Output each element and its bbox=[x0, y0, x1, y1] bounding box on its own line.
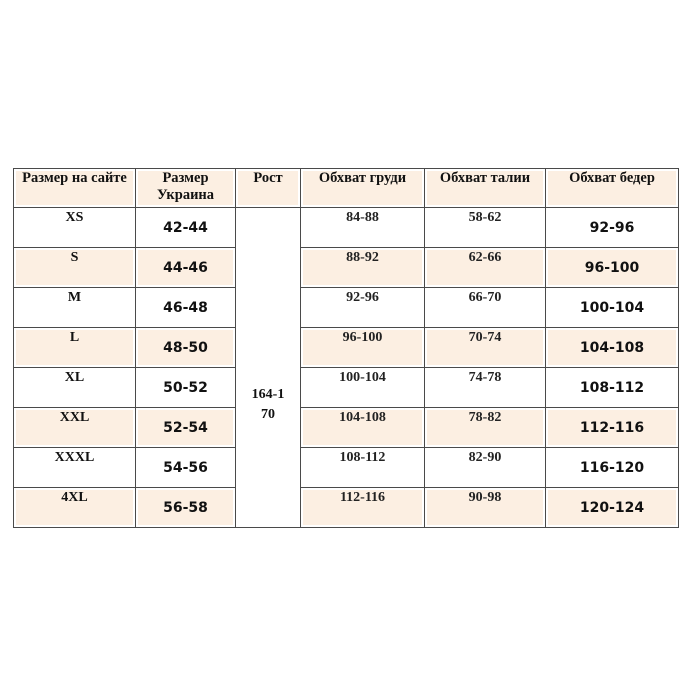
cell-chest: 100-104 bbox=[300, 367, 425, 408]
cell-hips: 96-100 bbox=[545, 247, 679, 288]
cell-height: 164-170 bbox=[235, 207, 301, 528]
header-height: Рост bbox=[235, 168, 301, 208]
cell-site-size: XL bbox=[13, 367, 136, 408]
table-row: S 44-46 88-92 62-66 96-100 bbox=[13, 247, 679, 288]
cell-ukraine-size: 52-54 bbox=[135, 407, 236, 448]
cell-site-size: XXL bbox=[13, 407, 136, 448]
header-site-size: Размер на сайте bbox=[13, 168, 136, 208]
cell-chest: 88-92 bbox=[300, 247, 425, 288]
table-row: XS 42-44 164-170 84-88 58-62 92-96 bbox=[13, 207, 679, 528]
header-row: Размер на сайте Размер Украина Рост Обхв… bbox=[13, 168, 679, 208]
cell-site-size: M bbox=[13, 287, 136, 328]
table-row: XXL 52-54 104-108 78-82 112-116 bbox=[13, 407, 679, 448]
cell-ukraine-size: 46-48 bbox=[135, 287, 236, 328]
table-row: M 46-48 92-96 66-70 100-104 bbox=[13, 287, 679, 328]
cell-waist: 66-70 bbox=[424, 287, 546, 328]
header-chest: Обхват груди bbox=[300, 168, 425, 208]
cell-hips: 92-96 bbox=[545, 207, 679, 248]
cell-hips: 100-104 bbox=[545, 287, 679, 328]
cell-site-size: XS bbox=[13, 207, 136, 248]
cell-chest: 96-100 bbox=[300, 327, 425, 368]
table-row: XL 50-52 100-104 74-78 108-112 bbox=[13, 367, 679, 408]
size-chart-table: Размер на сайте Размер Украина Рост Обхв… bbox=[13, 168, 679, 528]
header-waist: Обхват талии bbox=[424, 168, 546, 208]
cell-chest: 84-88 bbox=[300, 207, 425, 248]
cell-waist: 78-82 bbox=[424, 407, 546, 448]
cell-ukraine-size: 50-52 bbox=[135, 367, 236, 408]
cell-chest: 108-112 bbox=[300, 447, 425, 488]
cell-chest: 112-116 bbox=[300, 487, 425, 528]
cell-hips: 112-116 bbox=[545, 407, 679, 448]
header-ukraine-size: Размер Украина bbox=[135, 168, 236, 208]
cell-site-size: L bbox=[13, 327, 136, 368]
cell-hips: 120-124 bbox=[545, 487, 679, 528]
cell-chest: 92-96 bbox=[300, 287, 425, 328]
cell-waist: 90-98 bbox=[424, 487, 546, 528]
cell-chest: 104-108 bbox=[300, 407, 425, 448]
cell-waist: 62-66 bbox=[424, 247, 546, 288]
cell-site-size: 4XL bbox=[13, 487, 136, 528]
table-row: L 48-50 96-100 70-74 104-108 bbox=[13, 327, 679, 368]
cell-ukraine-size: 54-56 bbox=[135, 447, 236, 488]
cell-hips: 116-120 bbox=[545, 447, 679, 488]
cell-site-size: XXXL bbox=[13, 447, 136, 488]
cell-hips: 108-112 bbox=[545, 367, 679, 408]
cell-waist: 82-90 bbox=[424, 447, 546, 488]
cell-hips: 104-108 bbox=[545, 327, 679, 368]
cell-ukraine-size: 42-44 bbox=[135, 207, 236, 248]
cell-waist: 74-78 bbox=[424, 367, 546, 408]
cell-ukraine-size: 44-46 bbox=[135, 247, 236, 288]
cell-waist: 70-74 bbox=[424, 327, 546, 368]
table-row: XXXL 54-56 108-112 82-90 116-120 bbox=[13, 447, 679, 488]
cell-ukraine-size: 48-50 bbox=[135, 327, 236, 368]
table-row: 4XL 56-58 112-116 90-98 120-124 bbox=[13, 487, 679, 528]
cell-waist: 58-62 bbox=[424, 207, 546, 248]
cell-ukraine-size: 56-58 bbox=[135, 487, 236, 528]
height-value: 164-170 bbox=[251, 387, 285, 422]
cell-site-size: S bbox=[13, 247, 136, 288]
header-hips: Обхват бедер bbox=[545, 168, 679, 208]
